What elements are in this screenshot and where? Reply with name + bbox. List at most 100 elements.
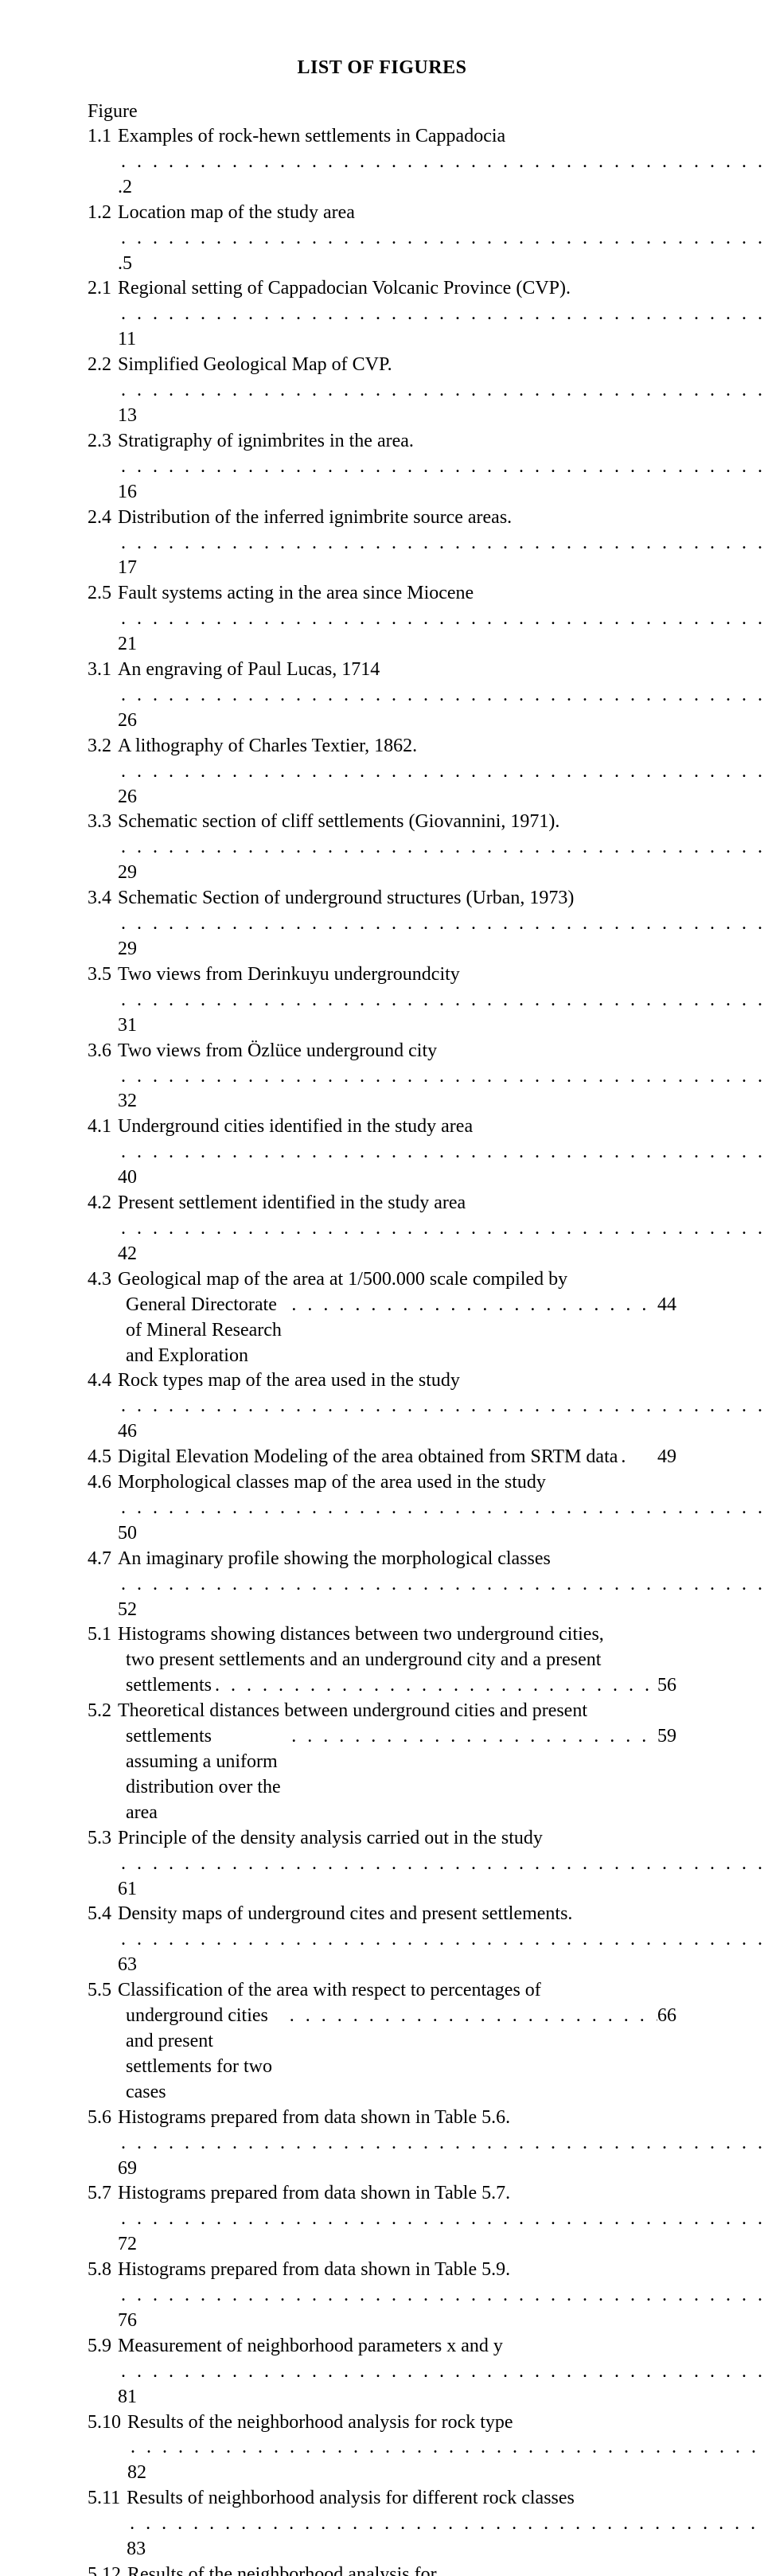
entry-caption: Simplified Geological Map of CVP. [118,353,392,378]
entry-page: 50 [118,1521,137,1547]
lof-entry: 5.8 Histograms prepared from data shown … [88,2258,676,2334]
entry-number: 3.2 [88,734,111,759]
entry-caption: Stratigraphy of ignimbrites in the area. [118,429,414,455]
lof-entry: 2.5 Fault systems acting in the area sin… [88,581,676,658]
lof-entry: 2.3 Stratigraphy of ignimbrites in the a… [88,429,676,505]
entry-page: 29 [118,937,137,962]
entry-caption: Histograms prepared from data shown in T… [118,2106,510,2131]
dot-leader: . . . . . . . . . . . . . . . . . . . . … [118,1140,764,1165]
lof-entry: 3.1 An engraving of Paul Lucas, 1714. . … [88,658,676,734]
entry-page: 29 [118,861,137,886]
lof-entry: 4.1 Underground cities identified in the… [88,1114,676,1191]
lof-entry: 1.2 Location map of the study area. . . … [88,201,676,277]
entry-number: 3.3 [88,810,111,835]
dot-leader: . . . . . . . . . . . . . . . . . . . . … [118,1572,764,1598]
entry-caption: Geological map of the area at 1/500.000 … [118,1267,567,1293]
dot-leader: . . . . . . . . . . . . . . . . . . . . … [118,2131,764,2156]
dot-leader: . . . . . . . . . . . . . . . . . . . . … [118,1216,764,1242]
dot-leader: . . . . . . . . . . . . . . . . . . . . … [118,2359,764,2385]
entry-number: 5.8 [88,2258,111,2283]
entry-number: 4.1 [88,1114,111,1140]
entry-caption: Underground cities identified in the stu… [118,1114,473,1140]
entry-caption: Two views from Derinkuyu undergroundcity [118,962,460,988]
entry-caption: Principle of the density analysis carrie… [118,1826,543,1852]
entry-number: 5.1 [88,1622,111,1648]
lof-entry-continuation: General Directorate of Mineral Research … [88,1293,676,1369]
entry-number: 3.1 [88,658,111,683]
lof-entry: 5.1 Histograms showing distances between… [88,1622,676,1648]
dot-leader: . . . . . . . . . . . . . . . . . . . . … [118,378,764,404]
dot-leader: . . . . . . . . . . . . . . . . . . . . … [118,531,764,556]
entry-caption: Examples of rock-hewn settlements in Cap… [118,124,505,150]
entry-caption: Rock types map of the area used in the s… [118,1368,460,1394]
entry-page: 11 [118,327,136,353]
dot-leader: . . . . . . . . . . . . . . . . . . . . … [118,835,764,861]
entry-caption: Fault systems acting in the area since M… [118,581,474,607]
entry-caption: Histograms prepared from data shown in T… [118,2258,510,2283]
entry-number: 5.9 [88,2334,111,2359]
entry-page: .5 [118,252,132,277]
entry-number: 4.5 [88,1445,111,1470]
entry-caption: Histograms prepared from data shown in T… [118,2181,510,2207]
entry-number: 2.5 [88,581,111,607]
dot-leader: . [618,1445,657,1470]
entry-number: 1.2 [88,201,111,226]
entry-page: 32 [118,1089,137,1114]
entry-number: 5.3 [88,1826,111,1852]
entry-page: 16 [118,480,137,505]
entry-caption: Location map of the study area [118,201,355,226]
entry-number: 2.2 [88,353,111,378]
entry-page: 26 [118,785,137,810]
dot-leader: . . . . . . . . . . . . . . . . . . . . … [118,1852,764,1877]
entry-number: 4.6 [88,1470,111,1496]
entry-number: 3.5 [88,962,111,988]
entry-number: 4.7 [88,1547,111,1572]
entry-caption: Present settlement identified in the stu… [118,1191,466,1216]
entry-page: 76 [118,2309,137,2334]
dot-leader: . . . . . . . . . . . . . . . . . . . . … [118,683,764,708]
dot-leader: . . . . . . . . . . . . . . . . . . . . … [118,2207,764,2232]
dot-leader: . . . . . . . . . . . . . . . . . . . . … [118,226,764,252]
entry-caption: Results of neighborhood analysis for dif… [127,2486,575,2512]
lof-entry: 5.6 Histograms prepared from data shown … [88,2106,676,2182]
entry-caption: Density maps of underground cites and pr… [118,1902,572,1927]
entry-caption: Morphological classes map of the area us… [118,1470,546,1496]
lof-entry: 2.1 Regional setting of Cappadocian Volc… [88,276,676,353]
lof-entry: 4.3 Geological map of the area at 1/500.… [88,1267,676,1293]
entry-page: 42 [118,1242,137,1267]
entry-page: 44 [657,1293,676,1318]
dot-leader: . . . . . . . . . . . . . . . . . . . . … [118,2283,764,2309]
lof-entry: 3.3 Schematic section of cliff settlemen… [88,810,676,886]
dot-leader: . . . . . . . . . . . . . . . . . . . . … [118,988,764,1013]
entry-page: .2 [118,175,132,201]
entry-number: 4.3 [88,1267,111,1293]
page-title: LIST OF FIGURES [88,57,676,79]
figure-label: Figure [88,101,676,123]
entry-caption-cont: underground cities and present settlemen… [126,2004,286,2106]
lof-entry: 2.4 Distribution of the inferred ignimbr… [88,505,676,582]
lof-entry: 5.4 Density maps of underground cites an… [88,1902,676,1978]
entry-page: 26 [118,708,137,734]
dot-leader: . . . . . . . . . . . . . . . . . . . . … [118,911,764,937]
dot-leader: . . . . . . . . . . . . . . . . . . . . … [127,2512,764,2537]
entry-caption: Histograms showing distances between two… [118,1622,604,1648]
dot-leader: . . . . . . . . . . . . . . . . . . . . … [288,1724,657,1750]
lof-entry-continuation: settlements. . . . . . . . . . . . . . .… [88,1673,676,1699]
entry-number: 4.2 [88,1191,111,1216]
lof-entry: 4.6 Morphological classes map of the are… [88,1470,676,1547]
dot-leader: . . . . . . . . . . . . . . . . . . . . … [288,1293,657,1318]
lof-entry: 3.2 A lithography of Charles Textier, 18… [88,734,676,810]
lof-entry: 4.4 Rock types map of the area used in t… [88,1368,676,1445]
lof-entry: 3.6 Two views from Özlüce underground ci… [88,1039,676,1115]
entry-caption: Classification of the area with respect … [118,1978,541,2004]
lof-entry: 4.5 Digital Elevation Modeling of the ar… [88,1445,676,1470]
entry-number: 5.6 [88,2106,111,2131]
lof-entry: 5.2 Theoretical distances between underg… [88,1699,676,1724]
dot-leader: . . . . . . . . . . . . . . . . . . . . … [118,759,764,785]
lof-entry: 3.5 Two views from Derinkuyu underground… [88,962,676,1039]
entry-number: 3.4 [88,886,111,911]
entry-page: 13 [118,404,137,429]
entry-number: 5.10 [88,2410,121,2436]
dot-leader: . . . . . . . . . . . . . . . . . . . . … [118,150,764,175]
entry-caption: Theoretical distances between undergroun… [118,1699,587,1724]
